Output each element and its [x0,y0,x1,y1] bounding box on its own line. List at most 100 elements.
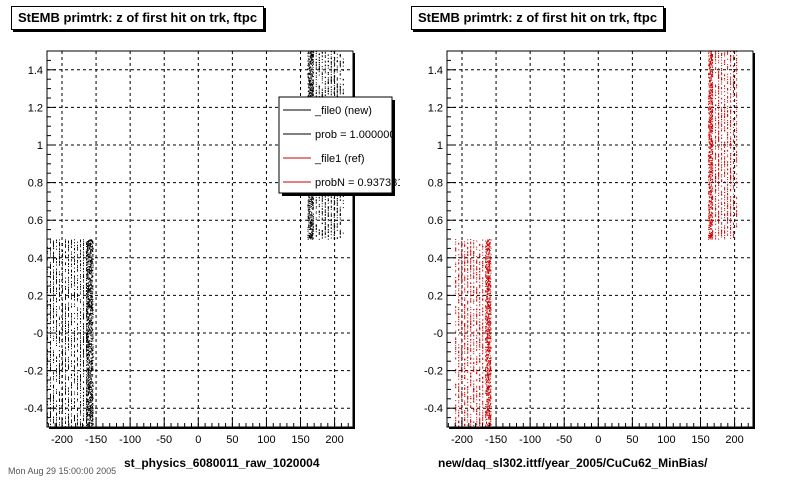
left-data-point [90,308,92,310]
left-data-point [88,393,90,394]
left-data-point [90,313,92,315]
left-data-point [92,309,94,311]
left-data-point [68,278,69,280]
left-data-point [92,291,94,293]
left-data-point [91,374,93,376]
left-data-point [56,371,57,373]
left-data-point [90,396,91,398]
left-data-point [65,288,66,290]
left-data-point [86,397,87,399]
left-data-point [74,282,75,284]
left-data-point [80,425,81,427]
left-data-point [327,229,329,231]
left-data-point [318,53,320,55]
left-data-point [91,284,93,286]
left-data-point [80,344,81,346]
left-data-point [87,341,89,343]
left-data-point [65,397,66,399]
left-data-point [56,272,57,274]
left-data-point [339,90,341,92]
left-data-point [77,286,78,288]
left-data-point [68,391,69,393]
left-data-point [87,415,89,416]
left-data-point [68,271,69,273]
left-data-point [89,283,91,285]
left-data-point [56,321,57,323]
left-data-point [53,311,54,312]
left-data-point [311,55,313,57]
left-data-point [62,305,63,307]
left-data-point [86,405,88,407]
left-data-point [87,383,89,385]
left-data-point [53,398,54,400]
left-data-point [336,77,338,79]
left-data-point [65,295,66,297]
left-data-point [87,344,89,346]
left-data-point [88,380,89,382]
left-data-point [87,400,89,402]
left-data-point [80,354,81,356]
left-data-point [330,215,332,217]
left-data-point [89,244,91,246]
left-data-point [312,54,314,56]
left-data-point [86,340,88,342]
left-data-point [92,269,94,271]
left-data-point [83,395,84,397]
left-data-point [83,382,84,384]
left-data-point [86,350,88,352]
left-data-point [88,353,90,355]
left-data-point [86,317,88,319]
left-data-point [321,200,323,201]
left-data-point [87,369,89,370]
left-data-point [59,367,60,369]
left-data-point [91,279,93,281]
left-data-point [56,408,57,410]
left-data-point [87,410,89,412]
left-data-point [339,66,341,68]
left-data-point [336,204,338,206]
left-data-point [86,424,87,426]
left-data-point [91,350,93,351]
left-data-point [56,414,57,416]
left-data-point [77,409,78,411]
left-data-point [339,208,341,210]
left-data-point [62,400,63,402]
left-data-point [311,235,313,237]
left-data-point [56,400,57,402]
left-data-point [71,386,72,388]
left-data-point [330,231,332,233]
left-data-point [62,288,63,290]
left-data-point [50,304,51,306]
left-data-point [53,303,54,305]
left-data-point [87,389,89,391]
left-data-point [62,275,63,277]
left-data-point [59,350,60,352]
left-data-point [71,253,72,255]
left-data-point [68,343,69,345]
left-data-point [87,376,89,378]
left-data-point [327,81,329,83]
left-data-point [330,63,332,65]
left-data-point [83,242,84,244]
left-data-point [65,321,66,323]
left-data-point [318,85,320,87]
left-data-point [307,52,309,54]
left-data-point [330,61,332,63]
left-data-point [86,277,88,279]
left-data-point [315,68,317,70]
left-data-point [92,263,94,265]
left-data-point [77,363,78,365]
left-data-point [310,82,312,84]
left-data-point [311,94,313,96]
left-data-point [92,407,94,409]
left-data-point [65,262,66,264]
left-data-point [330,224,332,226]
left-data-point [50,368,51,370]
left-data-point [71,394,72,396]
left-data-point [92,403,94,405]
left-data-point [53,392,54,394]
left-data-point [90,417,92,419]
left-data-point [62,254,63,256]
left-data-point [59,370,60,372]
left-data-point [87,266,89,268]
